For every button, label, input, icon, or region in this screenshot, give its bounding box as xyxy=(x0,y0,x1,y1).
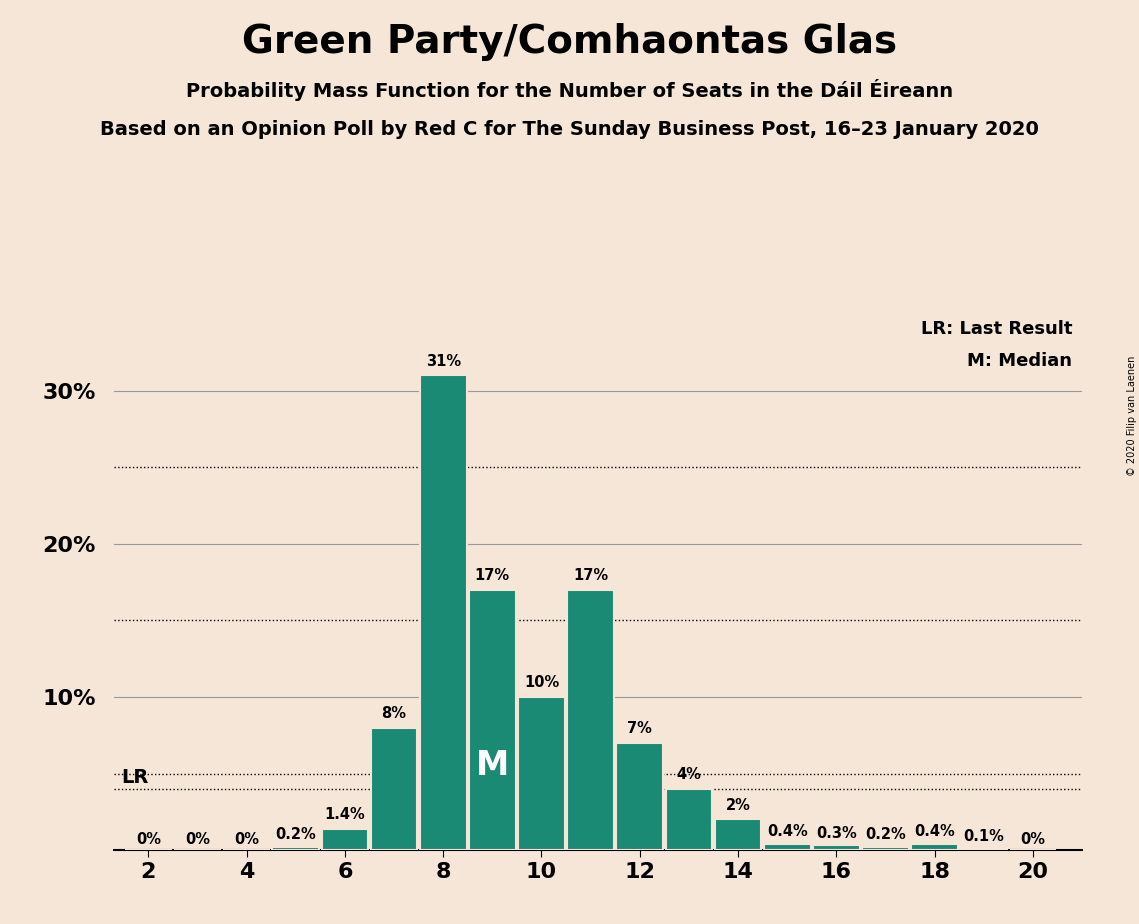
Text: 0%: 0% xyxy=(235,832,259,847)
Bar xyxy=(813,845,860,850)
Bar xyxy=(911,844,958,850)
Text: M: M xyxy=(476,749,509,783)
Bar xyxy=(714,820,761,850)
Bar xyxy=(469,590,516,850)
Text: © 2020 Filip van Laenen: © 2020 Filip van Laenen xyxy=(1126,356,1137,476)
Bar xyxy=(960,848,1007,850)
Bar xyxy=(567,590,614,850)
Bar xyxy=(321,829,368,850)
Text: M: Median: M: Median xyxy=(967,352,1073,370)
Text: LR: LR xyxy=(121,768,149,786)
Text: 17%: 17% xyxy=(573,568,608,583)
Text: Green Party/Comhaontas Glas: Green Party/Comhaontas Glas xyxy=(241,23,898,61)
Text: 2%: 2% xyxy=(726,797,751,812)
Text: 8%: 8% xyxy=(382,706,407,721)
Text: 0.2%: 0.2% xyxy=(276,827,317,843)
Bar xyxy=(665,789,712,850)
Bar xyxy=(370,727,417,850)
Text: 0.3%: 0.3% xyxy=(816,826,857,841)
Text: 1.4%: 1.4% xyxy=(325,807,366,821)
Text: 31%: 31% xyxy=(426,354,461,369)
Bar xyxy=(272,847,319,850)
Text: LR: Last Result: LR: Last Result xyxy=(920,320,1073,337)
Text: 17%: 17% xyxy=(475,568,510,583)
Bar xyxy=(764,844,811,850)
Text: 0.4%: 0.4% xyxy=(767,824,808,839)
Text: 7%: 7% xyxy=(628,721,653,736)
Bar xyxy=(420,375,467,850)
Text: 10%: 10% xyxy=(524,675,559,690)
Text: 4%: 4% xyxy=(677,767,702,782)
Text: 0%: 0% xyxy=(185,832,210,847)
Bar xyxy=(616,743,663,850)
Text: Probability Mass Function for the Number of Seats in the Dáil Éireann: Probability Mass Function for the Number… xyxy=(186,79,953,101)
Text: 0.4%: 0.4% xyxy=(915,824,954,839)
Text: 0.1%: 0.1% xyxy=(964,829,1005,844)
Text: 0%: 0% xyxy=(1021,832,1046,847)
Text: 0.2%: 0.2% xyxy=(866,827,906,843)
Text: Based on an Opinion Poll by Red C for The Sunday Business Post, 16–23 January 20: Based on an Opinion Poll by Red C for Th… xyxy=(100,120,1039,140)
Bar xyxy=(518,697,565,850)
Text: 0%: 0% xyxy=(136,832,161,847)
Bar xyxy=(862,847,909,850)
